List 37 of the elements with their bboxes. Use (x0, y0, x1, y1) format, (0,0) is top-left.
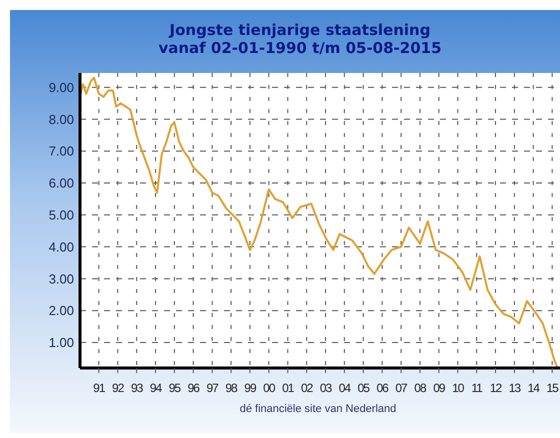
y-tick-label: 8.00 (48, 112, 74, 127)
x-tick-label: 06 (376, 381, 390, 395)
y-tick-label: 2.00 (48, 303, 74, 318)
x-tick-label: 10 (452, 381, 465, 395)
x-tick-label: 91 (93, 381, 106, 395)
y-tick-label: 3.00 (48, 271, 74, 286)
x-tick-label: 98 (225, 381, 238, 395)
y-tick-label: 4.00 (48, 239, 74, 254)
line-series (79, 76, 558, 368)
y-tick-label: 7.00 (48, 144, 74, 159)
x-tick-label: 96 (188, 381, 200, 395)
y-tick-label: 9.00 (48, 80, 74, 95)
x-tick-label: 04 (338, 381, 352, 395)
x-tick-label: 12 (490, 381, 502, 395)
y-tick-label: 5.00 (48, 207, 74, 222)
x-tick-label: 02 (300, 381, 314, 395)
y-tick-label: 6.00 (48, 176, 74, 191)
x-tick-label: 07 (395, 381, 408, 395)
x-tick-label: 09 (433, 381, 446, 395)
x-tick-label: 93 (130, 381, 144, 395)
x-tick-label: 95 (168, 381, 182, 395)
x-tick-label: 92 (112, 381, 125, 395)
x-tick-label: 11 (471, 381, 484, 395)
text: dé financiële site van Nederland (240, 403, 396, 415)
x-tick-label: 99 (244, 381, 257, 395)
chart-title: Jongste tienjarige staatslening vanaf 02-01-1990 t/m 05-08-2015 (158, 21, 442, 57)
x-tick-label: 97 (206, 381, 220, 395)
x-tick-label: 94 (150, 381, 163, 395)
x-tick-label: 15 (546, 381, 560, 395)
x-tick-label: 08 (414, 381, 427, 395)
x-tick-label: 00 (263, 381, 276, 395)
x-tick-label: 03 (320, 381, 332, 395)
x-tick-label: 01 (282, 381, 295, 395)
x-tick-label: 13 (508, 381, 522, 395)
x-tick-label: 14 (528, 381, 540, 395)
y-tick-label: 1.00 (48, 335, 74, 350)
x-tick-label: 05 (358, 381, 370, 395)
